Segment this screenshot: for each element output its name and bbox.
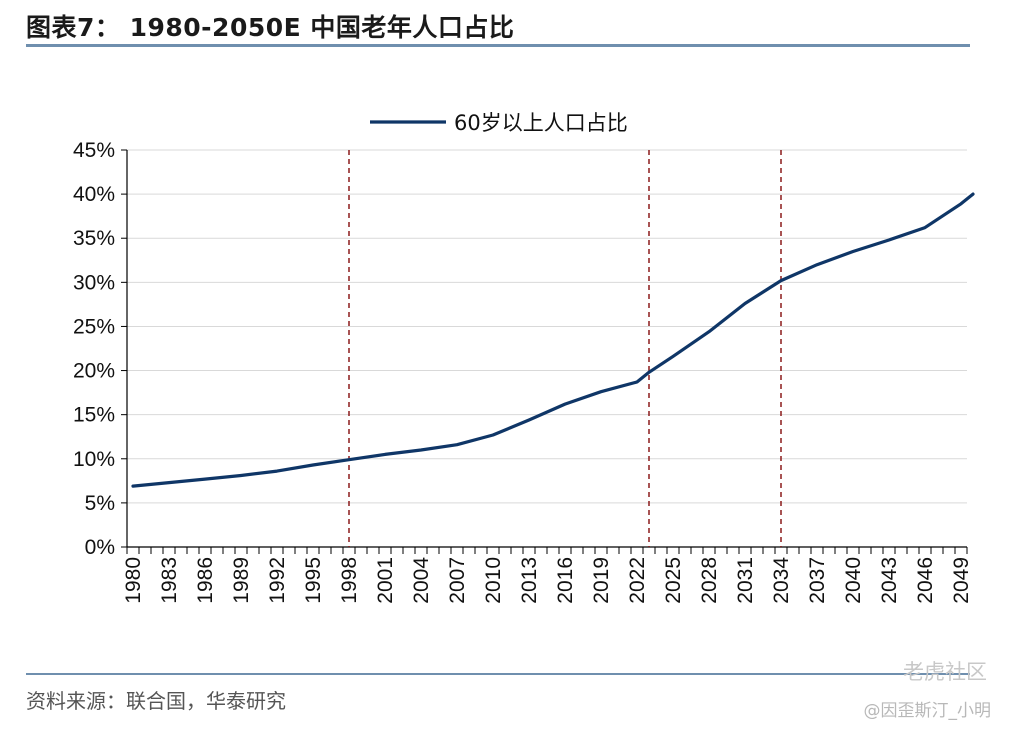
x-tick-label: 2040: [842, 557, 865, 604]
y-tick-label: 30%: [73, 271, 115, 294]
x-tick-label: 1998: [338, 557, 361, 604]
x-tick-label: 2031: [734, 557, 757, 604]
x-tick-label: 2001: [374, 557, 397, 604]
watermark-handle: @因歪斯汀_小明: [863, 701, 992, 721]
source-note: 资料来源：联合国，华泰研究: [26, 689, 286, 713]
x-tick-label: 2049: [950, 557, 973, 604]
y-tick-label: 45%: [73, 139, 115, 162]
x-tick-label: 1983: [158, 557, 181, 604]
x-tick-label: 2022: [626, 557, 649, 604]
legend-label: 60岁以上人口占比: [454, 111, 628, 135]
y-tick-label: 40%: [73, 183, 115, 206]
x-tick-label: 2010: [482, 557, 505, 604]
x-tick-label: 1986: [194, 557, 217, 604]
x-tick-label: 2007: [446, 557, 469, 604]
x-tick-label: 2037: [806, 557, 829, 604]
x-tick-label: 1989: [230, 557, 253, 604]
y-tick-label: 25%: [73, 315, 115, 338]
series-line: [131, 192, 975, 488]
y-tick-label: 10%: [73, 448, 115, 471]
x-tick-label: 1995: [302, 557, 325, 604]
y-tick-label: 5%: [85, 492, 115, 515]
x-tick-label: 2004: [410, 557, 433, 604]
y-tick-label: 0%: [85, 536, 115, 559]
y-tick-label: 20%: [73, 360, 115, 383]
title-rule: [26, 44, 970, 47]
y-tick-label: 15%: [73, 404, 115, 427]
x-tick-label: 2046: [914, 557, 937, 604]
x-tick-label: 1980: [122, 557, 145, 604]
x-tick-label: 2025: [662, 557, 685, 604]
x-tick-label: 2043: [878, 557, 901, 604]
x-tick-label: 2016: [554, 557, 577, 604]
footer-rule: [26, 673, 970, 675]
chart-title: 图表7： 1980-2050E 中国老年人口占比: [26, 13, 515, 42]
y-tick-label: 35%: [73, 227, 115, 250]
x-tick-label: 2019: [590, 557, 613, 604]
x-tick-label: 2034: [770, 557, 793, 604]
x-tick-label: 1992: [266, 557, 289, 604]
x-tick-label: 2013: [518, 557, 541, 604]
watermark-brand: 老虎社区: [903, 660, 987, 684]
line-chart: 0% 5% 10% 15% 20% 25% 30% 35% 40% 45% 1980 1983 1986…: [73, 111, 975, 604]
x-tick-label: 2028: [698, 557, 721, 604]
